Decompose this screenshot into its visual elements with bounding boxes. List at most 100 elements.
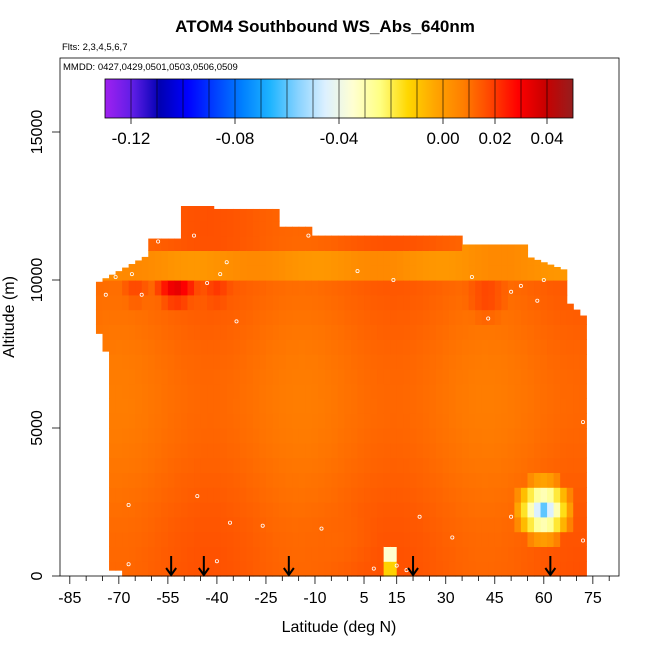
- heatmap-cell: [507, 472, 515, 488]
- heatmap-cell: [390, 487, 398, 503]
- heatmap-cell: [128, 472, 136, 488]
- heatmap-cell: [527, 413, 535, 429]
- heatmap-cell: [507, 265, 515, 281]
- heatmap-cell: [200, 294, 208, 311]
- heatmap-cell: [207, 280, 215, 296]
- heatmap-cell: [527, 398, 535, 414]
- heatmap-cell: [481, 457, 489, 473]
- heatmap-cell: [200, 235, 208, 251]
- heatmap-cell: [481, 502, 489, 518]
- heatmap-cell: [285, 324, 293, 340]
- sample-point: [234, 319, 239, 324]
- heatmap-cell: [540, 339, 548, 355]
- heatmap-cell: [180, 339, 189, 355]
- heatmap-cell: [520, 354, 529, 370]
- heatmap-cell: [409, 354, 417, 370]
- heatmap-cell: [475, 457, 483, 473]
- heatmap-cell: [475, 516, 483, 533]
- heatmap-cell: [520, 250, 529, 266]
- heatmap-cell: [180, 250, 189, 266]
- heatmap-cell: [527, 294, 535, 311]
- heatmap-cell: [298, 502, 306, 518]
- heatmap-cell: [403, 546, 411, 562]
- heatmap-cell: [475, 294, 483, 311]
- heatmap-cell: [520, 487, 529, 503]
- heatmap-cell: [122, 561, 130, 577]
- heatmap-cell: [154, 472, 162, 488]
- heatmap-cell: [154, 516, 162, 533]
- heatmap-cell: [167, 398, 176, 414]
- heatmap-cell: [409, 546, 417, 562]
- heatmap-cell: [337, 502, 346, 518]
- heatmap-cell: [213, 516, 221, 533]
- heatmap-cell: [318, 398, 326, 414]
- heatmap-cell: [285, 354, 293, 370]
- heatmap-cell: [318, 339, 326, 355]
- heatmap-cell: [527, 442, 535, 459]
- heatmap-cell: [422, 354, 430, 370]
- heatmap-cell: [272, 442, 280, 459]
- heatmap-cell: [377, 487, 385, 503]
- heatmap-cell: [220, 339, 228, 355]
- heatmap-cell: [148, 368, 156, 385]
- heatmap-cell: [246, 442, 254, 459]
- heatmap-cell: [324, 339, 332, 355]
- heatmap-cell: [135, 457, 143, 473]
- heatmap-cell: [318, 413, 326, 429]
- heatmap-cell: [252, 531, 261, 547]
- flight-arrow-head: [283, 567, 295, 577]
- heatmap-cell: [560, 531, 568, 547]
- heatmap-cell: [305, 428, 313, 444]
- heatmap-cell: [226, 220, 234, 237]
- heatmap-cell: [475, 472, 483, 488]
- heatmap-cell: [527, 561, 535, 577]
- heatmap-cell: [115, 294, 123, 311]
- heatmap-cell: [337, 309, 346, 325]
- heatmap-cell: [331, 413, 339, 429]
- x-tick-label: 75: [584, 590, 602, 607]
- heatmap-cell: [337, 442, 346, 459]
- heatmap-cell: [161, 324, 169, 340]
- heatmap-cell: [396, 324, 404, 340]
- heatmap-cell: [331, 309, 339, 325]
- heatmap-cell: [194, 339, 202, 355]
- heatmap-cell: [167, 250, 176, 266]
- heatmap-cell: [337, 487, 346, 503]
- heatmap-cell: [180, 398, 189, 414]
- heatmap-cell: [318, 309, 326, 325]
- heatmap-cell: [279, 383, 287, 399]
- heatmap-cell: [207, 413, 215, 429]
- heatmap-cell: [233, 339, 241, 355]
- heatmap-cell: [167, 324, 176, 340]
- heatmap-cell: [455, 472, 463, 488]
- heatmap-cell: [403, 502, 411, 518]
- heatmap-cell: [573, 398, 581, 414]
- heatmap-cell: [311, 487, 319, 503]
- heatmap-cell: [213, 339, 221, 355]
- heatmap-cell: [475, 487, 483, 503]
- heatmap-cell: [154, 368, 162, 385]
- heatmap-cell: [494, 250, 502, 266]
- heatmap-cell: [383, 561, 391, 577]
- heatmap-cell: [377, 309, 385, 325]
- heatmap-cell: [285, 226, 293, 237]
- heatmap-cell: [377, 250, 385, 266]
- heatmap-cell: [553, 487, 561, 503]
- heatmap-cell: [377, 502, 385, 518]
- heatmap-cell: [514, 531, 522, 547]
- heatmap-cell: [265, 531, 274, 547]
- heatmap-cell: [226, 383, 234, 399]
- heatmap-cell: [468, 398, 476, 414]
- heatmap-cell: [520, 309, 529, 325]
- heatmap-cell: [180, 354, 189, 370]
- heatmap-cell: [180, 265, 189, 281]
- heatmap-cell: [520, 516, 529, 533]
- heatmap-cell: [213, 354, 221, 370]
- heatmap-cell: [540, 413, 548, 429]
- heatmap-cell: [180, 368, 189, 385]
- heatmap-cell: [396, 442, 404, 459]
- heatmap-cell: [566, 303, 574, 311]
- heatmap-cell: [390, 309, 398, 325]
- heatmap-cell: [174, 238, 182, 251]
- heatmap-cell: [194, 531, 202, 547]
